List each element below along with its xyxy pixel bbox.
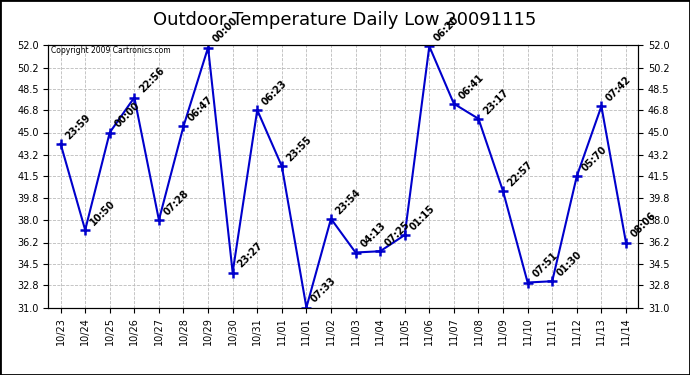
Text: 01:30: 01:30 bbox=[555, 249, 584, 279]
Text: 00:00: 00:00 bbox=[211, 16, 240, 45]
Text: 07:25: 07:25 bbox=[383, 219, 412, 249]
Text: 23:54: 23:54 bbox=[334, 187, 363, 216]
Text: 06:23: 06:23 bbox=[260, 78, 289, 107]
Text: 23:27: 23:27 bbox=[235, 241, 264, 270]
Text: 23:59: 23:59 bbox=[63, 112, 92, 141]
Text: 06:20: 06:20 bbox=[432, 15, 461, 44]
Text: 23:17: 23:17 bbox=[481, 87, 510, 116]
Text: 22:56: 22:56 bbox=[137, 66, 166, 95]
Text: Copyright 2009 Cartronics.com: Copyright 2009 Cartronics.com bbox=[51, 46, 171, 56]
Text: 06:41: 06:41 bbox=[457, 72, 486, 101]
Text: 00:00: 00:00 bbox=[112, 101, 141, 130]
Text: 10:50: 10:50 bbox=[88, 198, 117, 227]
Text: 08:06: 08:06 bbox=[629, 211, 658, 240]
Text: 06:47: 06:47 bbox=[186, 94, 215, 123]
Text: 07:28: 07:28 bbox=[161, 188, 190, 217]
Text: 07:42: 07:42 bbox=[604, 75, 633, 104]
Text: 22:57: 22:57 bbox=[506, 159, 535, 189]
Text: 01:15: 01:15 bbox=[408, 203, 437, 232]
Text: 23:55: 23:55 bbox=[284, 135, 313, 164]
Text: Outdoor Temperature Daily Low 20091115: Outdoor Temperature Daily Low 20091115 bbox=[153, 11, 537, 29]
Text: 05:70: 05:70 bbox=[580, 144, 609, 174]
Text: 07:33: 07:33 bbox=[309, 276, 338, 305]
Text: 04:13: 04:13 bbox=[358, 221, 387, 250]
Text: 07:51: 07:51 bbox=[531, 251, 560, 280]
